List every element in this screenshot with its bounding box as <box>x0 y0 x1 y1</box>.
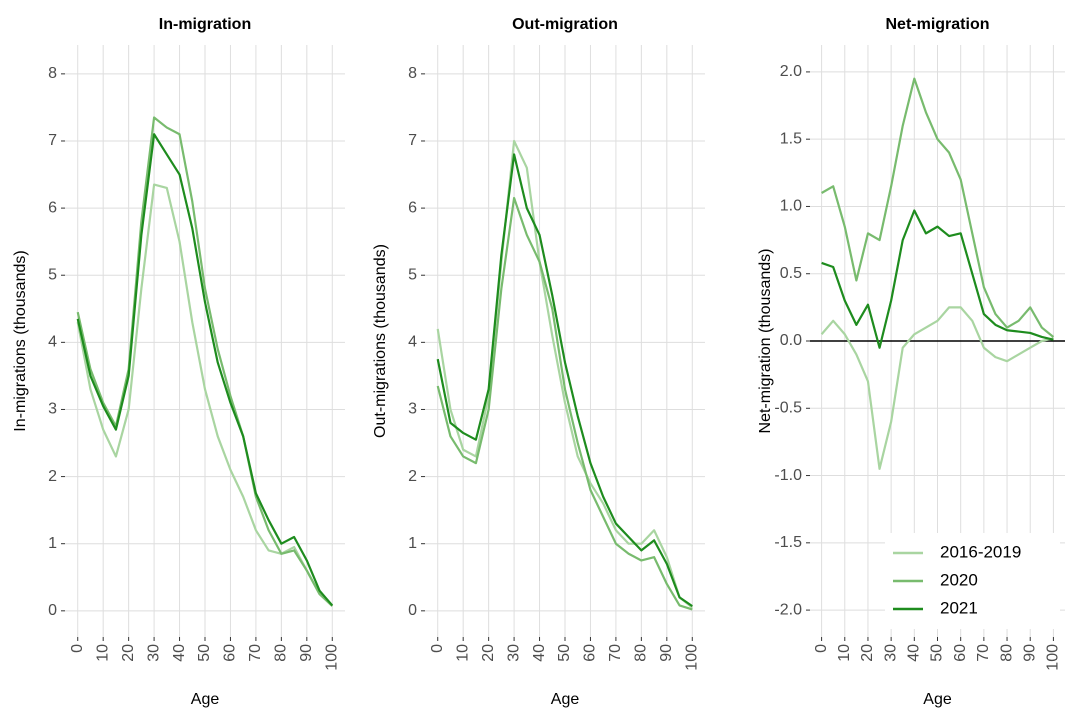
y-tick-label: 4 <box>48 334 57 351</box>
y-tick-label: 1 <box>48 535 57 552</box>
legend: 2016-2019 2020 2021 <box>885 533 1060 629</box>
y-tick-label: -1.0 <box>774 467 802 484</box>
panel: In-migration Age In-migrations (thousands)… <box>12 16 345 708</box>
panel-title: Out-migration <box>512 16 618 33</box>
x-tick-label: 20 <box>120 644 137 662</box>
x-tick-label: 100 <box>683 644 700 671</box>
x-tick-label: 0 <box>429 644 446 653</box>
x-tick-label: 10 <box>836 644 853 662</box>
x-tick-label: 30 <box>505 644 522 662</box>
y-tick-label: 6 <box>408 199 417 216</box>
x-tick-label: 0 <box>69 644 86 653</box>
x-tick-label: 100 <box>1045 644 1062 671</box>
series-line <box>436 153 693 608</box>
x-tick-label: 20 <box>480 644 497 662</box>
y-tick-label: 5 <box>48 266 57 283</box>
legend-label: 2016-2019 <box>940 542 1021 561</box>
y-tick-label: 1.5 <box>780 130 802 147</box>
y-tick-label: 7 <box>48 132 57 149</box>
y-tick-label: -1.5 <box>774 534 802 551</box>
panel: Out-migration Age Out-migrations (thousand… <box>372 16 705 708</box>
y-tick-label: 6 <box>48 199 57 216</box>
x-axis-title: Age <box>551 691 580 708</box>
x-tick-label: 70 <box>607 644 624 662</box>
legend-label: 2021 <box>940 598 978 617</box>
panel-title: In-migration <box>159 16 251 33</box>
series-line <box>820 306 1054 470</box>
y-tick-label: 1 <box>408 535 417 552</box>
x-tick-label: 50 <box>196 644 213 662</box>
x-tick-label: 10 <box>454 644 471 662</box>
x-tick-label: 50 <box>929 644 946 662</box>
x-tick-label: 40 <box>531 644 548 662</box>
y-tick-label: 2 <box>408 468 417 485</box>
series-line <box>821 77 1055 338</box>
series-line <box>76 133 334 607</box>
x-tick-label: 40 <box>906 644 923 662</box>
x-tick-label: 50 <box>556 644 573 662</box>
y-axis-title: Out-migrations (thousands) <box>372 244 389 438</box>
series-line <box>436 139 693 609</box>
y-tick-label: 0 <box>48 602 57 619</box>
panel-title: Net-migration <box>886 16 990 33</box>
x-tick-label: 70 <box>975 644 992 662</box>
y-axis-title: In-migrations (thousands) <box>12 250 29 431</box>
y-tick-label: 3 <box>48 401 57 418</box>
series-line <box>76 183 334 607</box>
x-tick-label: 80 <box>998 644 1015 662</box>
y-tick-label: 0.5 <box>780 265 802 282</box>
y-tick-label: 0 <box>408 602 417 619</box>
series-line <box>821 209 1054 349</box>
x-tick-label: 90 <box>658 644 675 662</box>
x-tick-label: 10 <box>94 644 111 662</box>
x-tick-label: 0 <box>813 644 830 653</box>
y-tick-label: 8 <box>408 65 417 82</box>
x-tick-label: 90 <box>298 644 315 662</box>
y-tick-label: 8 <box>48 65 57 82</box>
y-tick-label: 1.0 <box>780 198 802 215</box>
y-tick-label: 0.0 <box>780 332 802 349</box>
x-tick-label: 60 <box>222 644 239 662</box>
y-axis-title: Net-migration (thousands) <box>757 249 774 434</box>
y-tick-label: -0.5 <box>774 399 802 416</box>
y-tick-label: 2 <box>48 468 57 485</box>
x-tick-label: 90 <box>1021 644 1038 662</box>
x-tick-label: 100 <box>323 644 340 671</box>
x-tick-label: 60 <box>952 644 969 662</box>
legend-label: 2020 <box>940 570 978 589</box>
x-tick-label: 70 <box>247 644 264 662</box>
x-tick-label: 60 <box>582 644 599 662</box>
x-axis-title: Age <box>191 691 220 708</box>
x-tick-label: 80 <box>633 644 650 662</box>
x-tick-label: 20 <box>859 644 876 662</box>
x-tick-label: 80 <box>273 644 290 662</box>
y-tick-label: 3 <box>408 401 417 418</box>
y-tick-label: 2.0 <box>780 63 802 80</box>
y-tick-label: 5 <box>408 266 417 283</box>
x-axis-title: Age <box>923 691 952 708</box>
y-tick-label: 7 <box>408 132 417 149</box>
x-tick-label: 30 <box>145 644 162 662</box>
panel: Net-migration Age Net-migration (thousands… <box>757 16 1065 708</box>
y-tick-label: 4 <box>408 334 417 351</box>
y-tick-label: -2.0 <box>774 601 802 618</box>
series-line <box>436 196 693 611</box>
x-tick-label: 30 <box>882 644 899 662</box>
x-tick-label: 40 <box>171 644 188 662</box>
